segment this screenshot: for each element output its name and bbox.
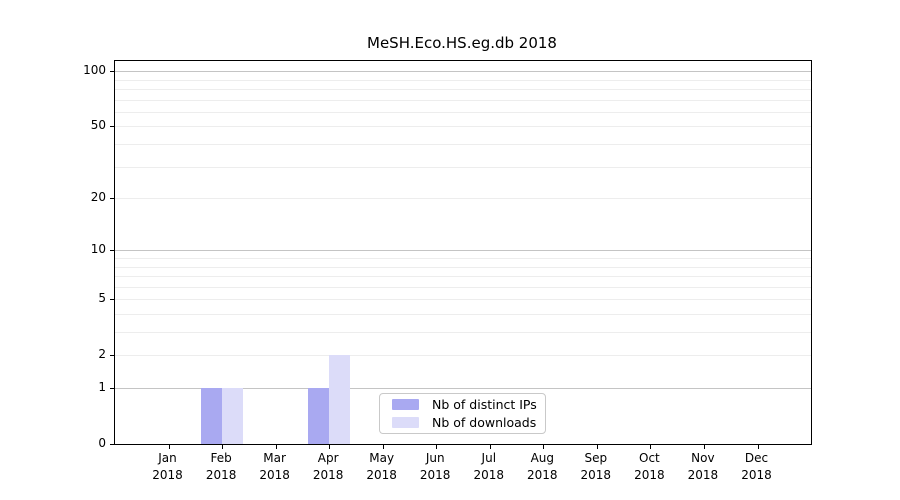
bar-downloads [222, 388, 244, 444]
gridline-minor [115, 89, 811, 90]
y-tick-label: 2 [98, 347, 106, 362]
gridline-minor [115, 99, 811, 101]
y-tick-label: 50 [90, 118, 106, 133]
gridline-minor [115, 144, 811, 145]
x-tick-month: Sep [584, 451, 608, 465]
x-tick-mark [329, 445, 331, 449]
gridline-major [115, 388, 811, 389]
x-tick-label: Feb 2018 [189, 450, 253, 484]
y-tick-mark [110, 126, 114, 128]
gridline-minor [115, 198, 811, 200]
x-tick-mark [168, 445, 170, 449]
x-tick-month: Mar [263, 451, 286, 465]
y-tick-mark [110, 250, 114, 252]
x-tick-year: 2018 [527, 468, 558, 482]
x-tick-month: Oct [639, 451, 660, 465]
gridline-major [115, 250, 811, 252]
gridline-minor [115, 111, 811, 113]
x-tick-label: May 2018 [350, 450, 414, 484]
x-tick-month: Jun [425, 451, 445, 465]
y-tick-label: 100 [83, 63, 106, 78]
x-tick-year: 2018 [419, 468, 451, 482]
x-tick-label: Jan 2018 [136, 450, 200, 484]
x-tick-label: Nov 2018 [671, 450, 735, 484]
x-tick-month: Aug [530, 451, 555, 465]
gridline-minor [115, 355, 811, 357]
gridline-minor [115, 166, 811, 168]
x-tick-mark [596, 445, 598, 449]
gridline-minor [115, 79, 811, 81]
x-tick-month: Dec [744, 451, 769, 465]
x-tick-mark [382, 445, 384, 449]
legend-label-downloads: Nb of downloads [432, 415, 537, 430]
y-tick-label: 0 [98, 436, 106, 450]
x-tick-label: Jul 2018 [457, 450, 521, 484]
x-tick-mark [650, 445, 652, 449]
x-tick-mark [436, 445, 438, 449]
legend-label-distinct-ips: Nb of distinct IPs [432, 397, 537, 412]
plot-area: Nb of distinct IPs Nb of downloads [110, 60, 812, 449]
gridline-minor [115, 126, 811, 128]
bar-distinct-ips [308, 388, 330, 444]
y-tick-mark [110, 444, 114, 445]
legend: Nb of distinct IPs Nb of downloads [379, 393, 546, 434]
legend-item-downloads: Nb of downloads [392, 415, 545, 430]
x-tick-year: 2018 [152, 468, 183, 482]
chart-title: MeSH.Eco.HS.eg.db 2018 [367, 34, 557, 52]
x-tick-mark [489, 445, 491, 449]
x-tick-year: 2018 [473, 468, 505, 482]
y-tick-label: 1 [98, 380, 106, 394]
y-tick-mark [110, 388, 114, 389]
x-tick-mark [222, 445, 224, 449]
gridline-minor [115, 286, 811, 288]
x-tick-label: Apr 2018 [296, 450, 360, 484]
gridline-minor [115, 332, 811, 333]
x-tick-label: Sep 2018 [564, 450, 628, 484]
x-tick-year: 2018 [259, 468, 290, 482]
y-tick-label: 10 [90, 242, 106, 257]
gridline-minor [115, 314, 811, 315]
x-tick-year: 2018 [687, 468, 719, 482]
gridline-minor [115, 276, 811, 277]
y-tick-label: 5 [98, 291, 106, 306]
x-tick-year: 2018 [580, 468, 612, 482]
x-tick-month: May [369, 451, 395, 465]
legend-swatch-downloads [392, 417, 419, 428]
x-tick-label: Oct 2018 [617, 450, 681, 484]
bar-distinct-ips [201, 388, 223, 444]
x-tick-month: Nov [691, 451, 715, 465]
y-tick-mark [110, 71, 114, 73]
x-tick-month: Feb [210, 451, 232, 465]
x-tick-mark [543, 445, 545, 449]
y-tick-mark [110, 299, 114, 301]
y-tick-label: 20 [90, 190, 106, 205]
x-tick-mark [703, 445, 705, 449]
x-tick-mark [275, 445, 277, 449]
x-tick-label: Aug 2018 [510, 450, 574, 484]
x-tick-label: Jun 2018 [403, 450, 467, 484]
gridline-minor [115, 258, 811, 259]
gridline-minor [115, 299, 811, 301]
legend-item-distinct-ips: Nb of distinct IPs [392, 397, 545, 412]
x-tick-month: Apr [317, 451, 339, 465]
x-tick-year: 2018 [366, 468, 397, 482]
y-tick-mark [110, 198, 114, 200]
bar-downloads [329, 355, 351, 444]
x-tick-label: Dec 2018 [725, 450, 789, 484]
x-tick-month: Jul [481, 451, 497, 465]
legend-swatch-distinct-ips [392, 399, 419, 410]
x-tick-year: 2018 [741, 468, 772, 482]
x-tick-year: 2018 [205, 468, 237, 482]
x-tick-year: 2018 [312, 468, 344, 482]
gridline-major [115, 71, 811, 73]
x-tick-year: 2018 [634, 468, 665, 482]
y-tick-mark [110, 355, 114, 357]
x-tick-mark [757, 445, 759, 449]
x-tick-label: Mar 2018 [243, 450, 307, 484]
gridline-minor [115, 266, 811, 268]
x-tick-month: Jan [158, 451, 177, 465]
